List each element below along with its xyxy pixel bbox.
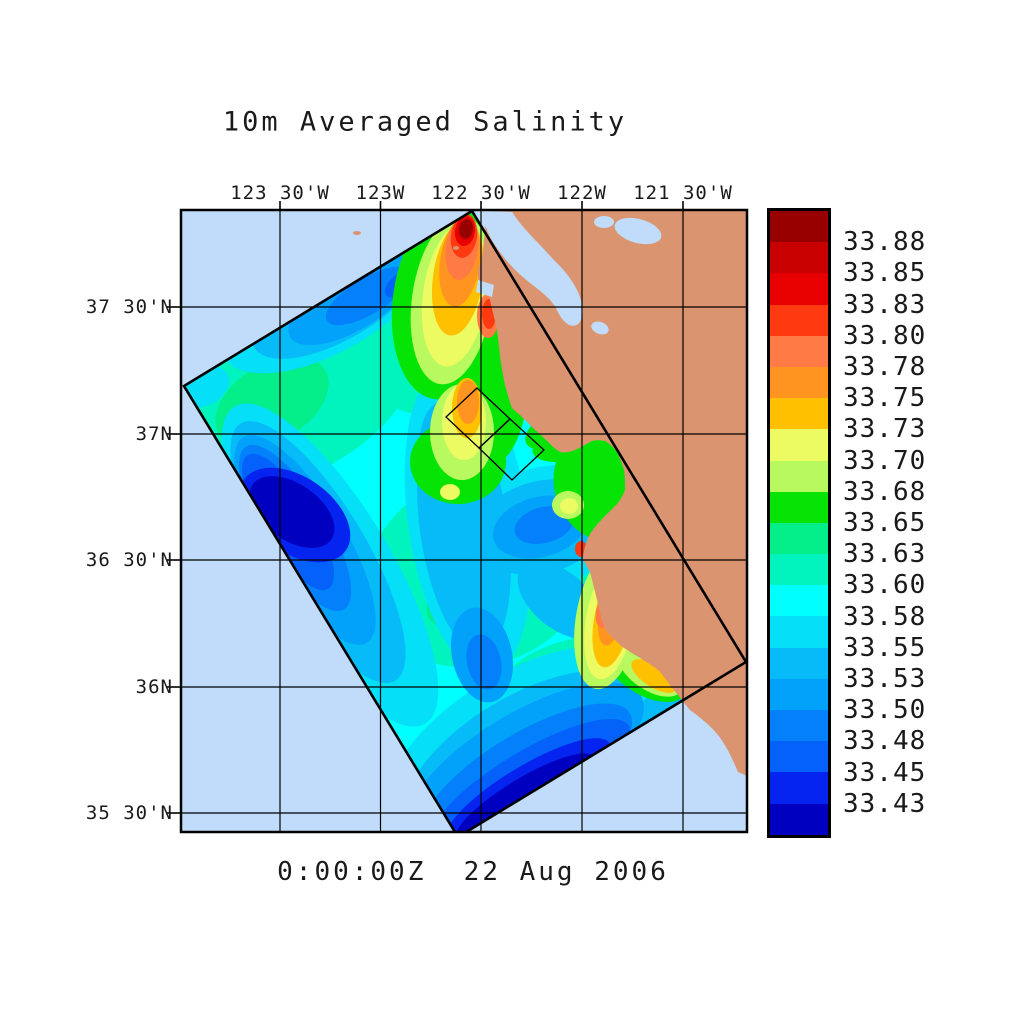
colorbar xyxy=(767,208,831,838)
latitude-tick-label: 37N xyxy=(135,423,173,445)
colorbar-band xyxy=(770,741,828,773)
colorbar-tick-label: 33.85 xyxy=(843,258,927,289)
lat-lon-grid xyxy=(181,210,747,832)
bay-inlet-small xyxy=(594,216,614,228)
bay-south-tip xyxy=(591,321,609,335)
colorbar-band xyxy=(770,772,828,804)
colorbar-band xyxy=(770,710,828,742)
longitude-tick-label: 123W xyxy=(355,182,406,204)
latitude-tick-label: 36 30'N xyxy=(85,549,173,571)
colorbar-band xyxy=(770,491,828,523)
colorbar-band xyxy=(770,678,828,710)
colorbar-tick-label: 33.65 xyxy=(843,508,927,538)
colorbar-band xyxy=(770,647,828,679)
plot-frame xyxy=(179,208,749,834)
colorbar-tick-label: 33.60 xyxy=(843,570,927,601)
latitude-tick-label: 35 30'N xyxy=(85,802,173,824)
salinity-field xyxy=(184,211,746,832)
latitude-tick-label: 37 30'N xyxy=(85,296,173,318)
colorbar-tick-label: 33.80 xyxy=(843,320,927,351)
figure-title: 10m Averaged Salinity xyxy=(222,106,628,138)
colorbar-tick-label: 33.45 xyxy=(843,757,927,788)
colorbar-tick-label: 33.83 xyxy=(843,289,927,320)
colorbar-tick-label: 33.73 xyxy=(843,414,927,445)
longitude-tick-label: 123 30'W xyxy=(230,182,330,204)
colorbar-tick-label: 33.68 xyxy=(843,476,927,507)
axis-ticks xyxy=(167,201,684,814)
colorbar-tick-label: 33.88 xyxy=(843,227,927,258)
latitude-tick-label: 36N xyxy=(135,676,173,698)
sf-bay xyxy=(483,211,583,326)
colorbar-band xyxy=(770,429,828,461)
colorbar-tick-label: 33.53 xyxy=(843,664,927,694)
longitude-tick-label: 122W xyxy=(557,182,607,204)
colorbar-band xyxy=(770,304,828,336)
colorbar-tick-label: 33.70 xyxy=(843,445,927,476)
longitude-tick-label: 122 30'W xyxy=(431,182,531,204)
offshore-islet xyxy=(453,246,459,250)
colorbar-band xyxy=(770,273,828,305)
figure-timestamp: 0:00:00Z 22 Aug 2006 xyxy=(277,857,669,887)
bay-inlet-north xyxy=(614,217,662,245)
colorbar-band xyxy=(770,803,828,835)
colorbar-tick-label: 33.63 xyxy=(843,539,927,570)
land-mass xyxy=(478,210,747,776)
colorbar-tick-label: 33.75 xyxy=(843,383,927,414)
colorbar-band xyxy=(770,398,828,430)
offshore-islet-2 xyxy=(353,231,361,235)
colorbar-band xyxy=(770,616,828,648)
colorbar-tick-label: 33.43 xyxy=(843,788,927,819)
colorbar-band xyxy=(770,211,828,243)
colorbar-tick-label: 33.78 xyxy=(843,352,927,382)
colorbar-band xyxy=(770,335,828,367)
longitude-tick-label: 121 30'W xyxy=(633,182,733,204)
colorbar-tick-label: 33.58 xyxy=(843,601,927,632)
colorbar-tick-label: 33.50 xyxy=(843,695,927,726)
colorbar-band xyxy=(770,522,828,555)
model-domain-boundary xyxy=(182,210,747,832)
colorbar-tick-label: 33.55 xyxy=(843,632,927,663)
colorbar-tick-label: 33.48 xyxy=(843,726,927,757)
colorbar-band xyxy=(770,554,828,586)
colorbar-band xyxy=(770,242,828,274)
colorbar-band xyxy=(770,366,828,399)
colorbar-band xyxy=(770,460,828,492)
colorbar-band xyxy=(770,585,828,617)
subdomain-box-2 xyxy=(478,418,545,481)
